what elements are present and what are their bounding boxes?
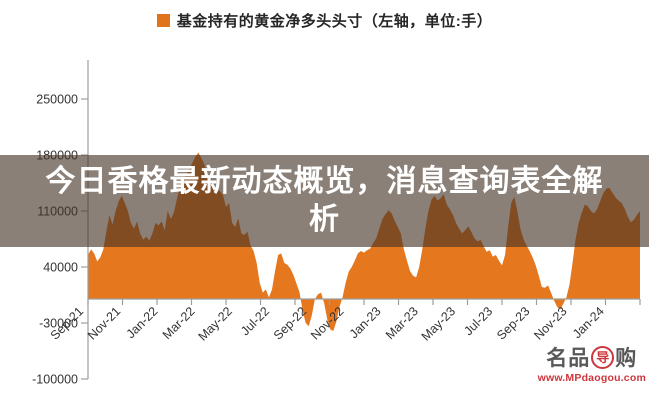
x-axis-tick-label: Sep-23 [494, 304, 532, 342]
y-axis-tick-label: 40000 [43, 261, 78, 275]
area-series [88, 152, 640, 331]
legend: 基金持有的黄金净多头头寸（左轴，单位:手） [0, 8, 649, 32]
x-axis-tick-label: Jan-24 [570, 304, 607, 341]
y-axis-tick-label: -100000 [32, 373, 78, 387]
legend-label: 基金持有的黄金净多头头寸（左轴，单位:手） [176, 12, 493, 30]
x-axis-tick-label: Jan-22 [124, 304, 161, 341]
x-axis-tick-label: Nov-23 [531, 304, 569, 342]
overlay-title-line1: 今日香格最新动态概览，消息查询表全解 [45, 165, 604, 198]
y-axis-tick-label: 250000 [36, 93, 78, 107]
legend-marker-swatch [156, 13, 170, 27]
title-overlay-band: 今日香格最新动态概览，消息查询表全解 析 [0, 155, 649, 247]
x-axis-tick-label: Jul-22 [238, 304, 272, 338]
x-axis-tick-label: May-23 [419, 304, 458, 343]
x-axis-tick-label: Mar-23 [383, 304, 421, 342]
x-axis-tick-label: Mar-22 [160, 304, 198, 342]
watermark-brand-circle-icon: 导 [591, 345, 615, 369]
x-axis-tick-label: Jul-23 [461, 304, 495, 338]
watermark-brand-prefix: 名品 [546, 347, 591, 370]
x-axis-tick-label: Nov-21 [85, 304, 123, 342]
y-axis-tick-label: -30000 [39, 317, 78, 331]
overlay-title-line2: 析 [309, 203, 340, 236]
watermark-brand-suffix: 购 [615, 347, 638, 370]
watermark-logo: 名品 导 购 [538, 342, 646, 372]
x-axis-tick-label: May-22 [196, 304, 235, 343]
x-axis-tick-label: Sep-22 [271, 304, 309, 342]
x-axis-tick-label: Jan-23 [347, 304, 384, 341]
watermark: 名品 导 购 www.MPdaogou.com [538, 342, 646, 384]
watermark-url: www.MPdaogou.com [537, 372, 646, 384]
